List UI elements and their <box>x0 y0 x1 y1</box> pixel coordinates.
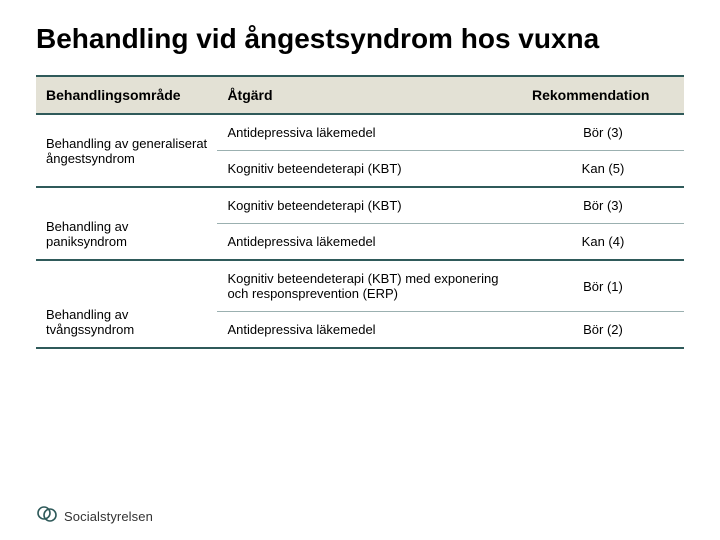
socialstyrelsen-logo-icon <box>36 503 58 530</box>
footer-org: Socialstyrelsen <box>64 509 153 524</box>
cell-recommendation: Bör (1) <box>522 260 684 312</box>
treatment-table: Behandlingsområde Åtgärd Rekommendation … <box>36 75 684 349</box>
table-row: Behandling av paniksyndromKognitiv betee… <box>36 187 684 224</box>
cell-action: Kognitiv beteendeterapi (KBT) <box>217 151 522 188</box>
col-header-action: Åtgärd <box>217 76 522 114</box>
cell-action: Kognitiv beteendeterapi (KBT) med expone… <box>217 260 522 312</box>
cell-recommendation: Bör (2) <box>522 312 684 349</box>
slide: Behandling vid ångestsyndrom hos vuxna B… <box>0 0 720 540</box>
table-row: Behandling av tvångssyndromKognitiv bete… <box>36 260 684 312</box>
cell-area: Behandling av tvångssyndrom <box>36 260 217 348</box>
cell-action: Kognitiv beteendeterapi (KBT) <box>217 187 522 224</box>
cell-area: Behandling av generaliserat ångestsyndro… <box>36 114 217 187</box>
col-header-area: Behandlingsområde <box>36 76 217 114</box>
table-row: Behandling av generaliserat ångestsyndro… <box>36 114 684 151</box>
table-header-row: Behandlingsområde Åtgärd Rekommendation <box>36 76 684 114</box>
cell-area: Behandling av paniksyndrom <box>36 187 217 260</box>
cell-action: Antidepressiva läkemedel <box>217 312 522 349</box>
col-header-rec: Rekommendation <box>522 76 684 114</box>
cell-recommendation: Bör (3) <box>522 187 684 224</box>
footer: Socialstyrelsen <box>36 503 153 530</box>
cell-action: Antidepressiva läkemedel <box>217 224 522 261</box>
page-title: Behandling vid ångestsyndrom hos vuxna <box>36 22 684 55</box>
cell-recommendation: Kan (4) <box>522 224 684 261</box>
cell-action: Antidepressiva läkemedel <box>217 114 522 151</box>
cell-recommendation: Kan (5) <box>522 151 684 188</box>
table-body: Behandling av generaliserat ångestsyndro… <box>36 114 684 348</box>
cell-recommendation: Bör (3) <box>522 114 684 151</box>
